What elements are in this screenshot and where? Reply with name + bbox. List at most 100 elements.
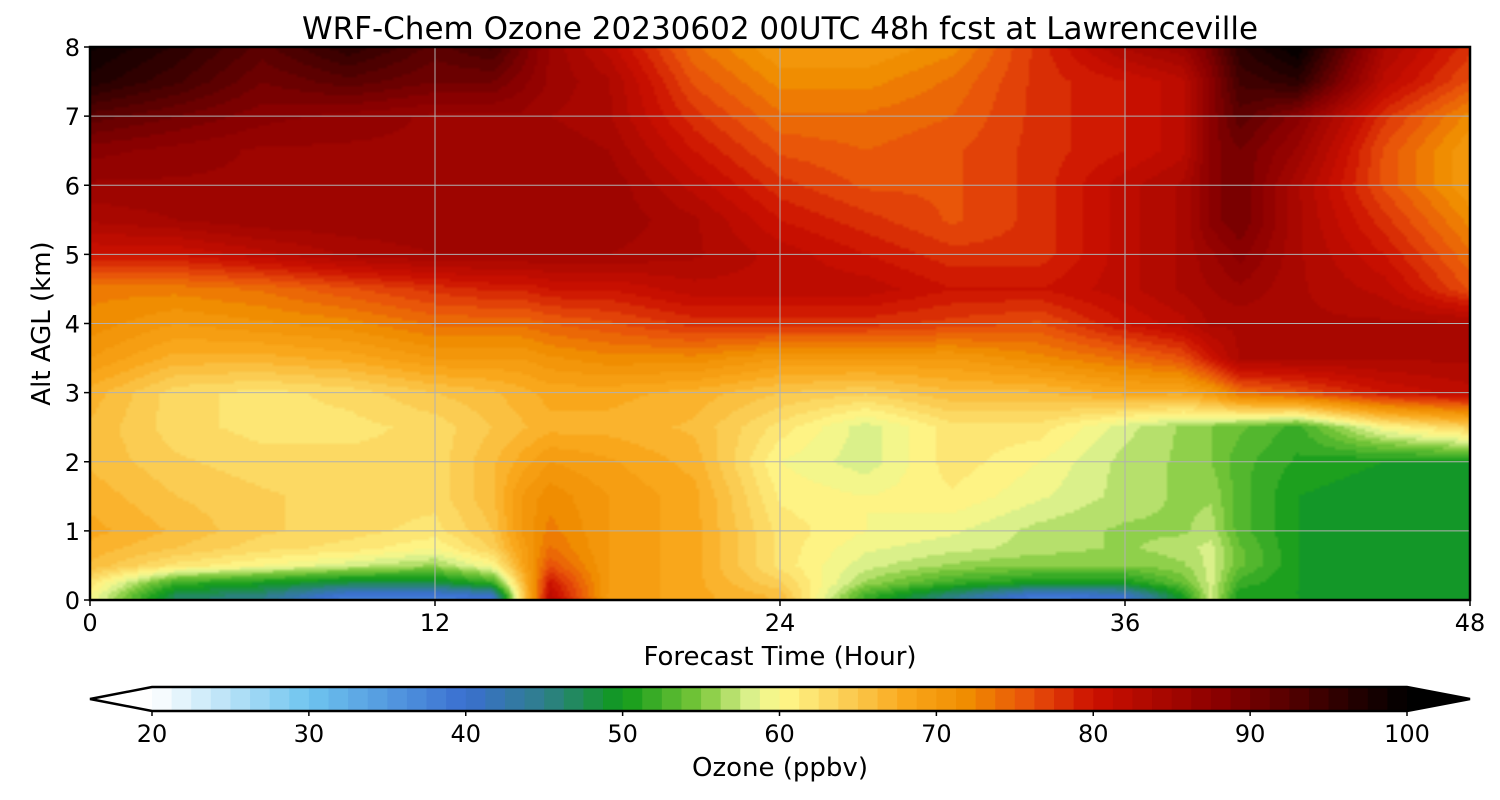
colorbar-swatch: [289, 687, 310, 711]
colorbar-tick-label: 70: [921, 720, 952, 748]
colorbar-swatch: [975, 687, 996, 711]
colorbar-swatch: [1289, 687, 1310, 711]
colorbar-swatch: [367, 687, 388, 711]
colorbar-tick-label: 80: [1078, 720, 1109, 748]
y-tick-label: 0: [65, 587, 80, 615]
colorbar-swatch: [759, 687, 781, 711]
colorbar-swatch: [1054, 687, 1075, 711]
colorbar-swatch: [740, 687, 761, 711]
x-axis-label: Forecast Time (Hour): [643, 642, 916, 672]
colorbar-swatch: [406, 687, 428, 711]
colorbar-swatch: [1112, 687, 1134, 711]
x-tick-label: 24: [765, 609, 796, 637]
colorbar-swatch: [563, 687, 585, 711]
y-tick-label: 3: [65, 380, 80, 408]
colorbar-extend-high: [1407, 687, 1470, 711]
colorbar-swatch: [661, 687, 683, 711]
colorbar-tick-label: 30: [294, 720, 325, 748]
colorbar-tick-label: 100: [1384, 720, 1430, 748]
colorbar-tick-label: 60: [764, 720, 795, 748]
colorbar-swatch: [897, 687, 918, 711]
colorbar-swatch: [1230, 687, 1251, 711]
colorbar-swatch: [955, 687, 977, 711]
colorbar-swatch: [622, 687, 643, 711]
colorbar-swatch: [230, 687, 251, 711]
colorbar-swatch: [524, 687, 545, 711]
colorbar-tick-label: 90: [1235, 720, 1266, 748]
y-tick-label: 6: [65, 172, 80, 200]
colorbar-swatch: [1152, 687, 1173, 711]
x-tick-label: 0: [82, 609, 97, 637]
colorbar-tick-label: 20: [137, 720, 168, 748]
colorbar-swatch: [1250, 687, 1271, 711]
colorbar-swatch: [1210, 687, 1232, 711]
colorbar-swatch: [1269, 687, 1290, 711]
colorbar-swatch: [387, 687, 408, 711]
colorbar-swatch: [485, 687, 506, 711]
colorbar-tick-label: 50: [607, 720, 638, 748]
colorbar-swatch: [308, 687, 330, 711]
colorbar-swatch: [779, 687, 800, 711]
colorbar-swatch: [818, 687, 839, 711]
colorbar-swatch: [701, 687, 722, 711]
colorbar-swatch: [269, 687, 290, 711]
colorbar-swatch: [152, 687, 173, 711]
x-tick-label: 36: [1110, 609, 1141, 637]
colorbar-swatch: [799, 687, 820, 711]
colorbar-swatch: [936, 687, 957, 711]
colorbar-swatch: [838, 687, 859, 711]
x-tick-label: 12: [420, 609, 451, 637]
colorbar-tick-label: 40: [450, 720, 481, 748]
colorbar-swatch: [1367, 687, 1388, 711]
colorbar-swatch: [426, 687, 447, 711]
x-axis-ticks: 0 12 24 36 48: [82, 600, 1485, 637]
colorbar-swatch: [1132, 687, 1153, 711]
colorbar-swatch: [583, 687, 604, 711]
colorbar-swatch: [877, 687, 898, 711]
colorbar-swatch: [250, 687, 271, 711]
colorbar-swatches: [152, 687, 1408, 711]
colorbar-swatch: [1387, 687, 1408, 711]
x-tick-label: 48: [1455, 609, 1486, 637]
colorbar-swatch: [210, 687, 232, 711]
colorbar-swatch: [603, 687, 624, 711]
chart-title: WRF-Chem Ozone 20230602 00UTC 48h fcst a…: [302, 11, 1258, 47]
colorbar-swatch: [995, 687, 1016, 711]
colorbar-swatch: [1348, 687, 1369, 711]
grid-lines: [90, 47, 1470, 600]
colorbar-swatch: [1191, 687, 1212, 711]
colorbar-swatch: [191, 687, 212, 711]
y-tick-label: 1: [65, 518, 80, 546]
colorbar-swatch: [328, 687, 349, 711]
colorbar-swatch: [1171, 687, 1192, 711]
y-tick-label: 7: [65, 103, 80, 131]
y-tick-label: 8: [65, 34, 80, 62]
colorbar-swatch: [504, 687, 526, 711]
y-axis-ticks: 0 1 2 3 4 5 6 7 8: [65, 34, 90, 615]
colorbar-swatch: [720, 687, 741, 711]
y-tick-label: 5: [65, 241, 80, 269]
colorbar-swatch: [1328, 687, 1349, 711]
colorbar-swatch: [1093, 687, 1114, 711]
colorbar-label: Ozone (ppbv): [692, 753, 868, 783]
colorbar-swatch: [348, 687, 369, 711]
y-axis-label: Alt AGL (km): [27, 241, 57, 405]
colorbar-swatch: [1034, 687, 1055, 711]
colorbar-swatch: [642, 687, 663, 711]
colorbar-swatch: [446, 687, 467, 711]
y-tick-label: 2: [65, 449, 80, 477]
colorbar-swatch: [916, 687, 937, 711]
colorbar-ticks: 20 30 40 50 60 70 80 90 100: [137, 711, 1430, 748]
colorbar-swatch: [857, 687, 879, 711]
y-tick-label: 4: [65, 311, 80, 339]
colorbar-swatch: [1308, 687, 1330, 711]
colorbar-swatch: [1014, 687, 1036, 711]
colorbar-swatch: [681, 687, 702, 711]
colorbar-swatch: [1073, 687, 1094, 711]
colorbar-swatch: [171, 687, 192, 711]
colorbar-swatch: [465, 687, 486, 711]
colorbar: 20 30 40 50 60 70 80 90 100: [89, 685, 1471, 748]
colorbar-extend-low: [90, 687, 152, 711]
